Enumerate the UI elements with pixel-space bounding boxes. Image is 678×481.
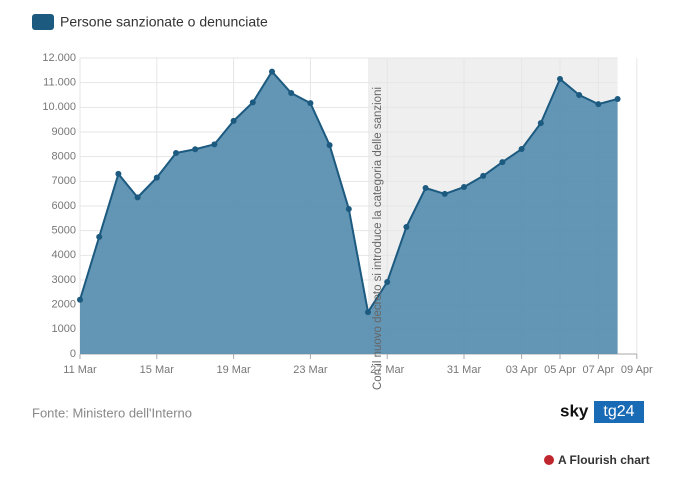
point (576, 92, 583, 98)
x-tick-label: 23 Mar (293, 364, 328, 376)
legend-swatch (32, 14, 54, 30)
point (537, 120, 544, 127)
y-tick-label: 5000 (52, 225, 76, 237)
point (249, 99, 256, 106)
x-tick-label: 05 Apr (544, 364, 576, 376)
point (441, 190, 448, 197)
x-tick-label: 11 Mar (63, 364, 97, 376)
x-tick-label: 07 Apr (582, 364, 614, 376)
point (192, 146, 199, 153)
point (307, 100, 314, 107)
x-tick-label: 27 Mar (370, 364, 405, 376)
logo-box (594, 401, 644, 423)
y-tick-label: 11.000 (43, 77, 76, 89)
source: Fonte: Ministero dell'Interno (32, 405, 192, 420)
point (288, 90, 295, 97)
point (153, 174, 160, 181)
y-tick-label: 12.000 (42, 52, 76, 64)
y-tick-label: 1000 (52, 323, 76, 335)
y-tick-label: 0 (70, 348, 76, 360)
point (403, 223, 410, 230)
credit: A Flourish chart (558, 453, 650, 467)
point (384, 278, 391, 285)
x-tick-label: 31 Mar (447, 364, 482, 376)
x-tick-label: 09 Apr (621, 364, 653, 376)
y-tick-label: 10.000 (42, 101, 76, 113)
point (77, 296, 83, 303)
y-tick-label: 2000 (52, 299, 76, 311)
y-tick-label: 4000 (52, 249, 76, 261)
x-tick-label: 15 Mar (140, 364, 175, 376)
x-tick-label: 03 Apr (506, 364, 538, 376)
point (595, 101, 602, 108)
annotation: Con il nuovo decreto si introduce la cat… (372, 87, 384, 390)
y-tick-label: 7000 (52, 175, 76, 187)
point (173, 149, 179, 156)
point (614, 95, 621, 102)
legend-label: Persone sanzionate o denunciate (60, 14, 268, 30)
y-tick-label: 9000 (52, 126, 76, 138)
point (269, 68, 275, 75)
point (345, 205, 352, 212)
point (211, 141, 218, 148)
point (518, 146, 525, 153)
logo-sky: sky (560, 401, 589, 420)
credit-icon (544, 455, 554, 465)
point (96, 233, 103, 240)
y-tick-label: 3000 (52, 274, 76, 286)
point (499, 159, 506, 166)
x-tick-label: 19 Mar (216, 364, 251, 376)
point (230, 117, 237, 124)
y-tick-label: 8000 (52, 151, 76, 163)
point (480, 172, 487, 179)
point (422, 184, 429, 191)
logo-tg: tg24 (603, 403, 634, 420)
y-tick-label: 6000 (52, 200, 76, 212)
point (115, 170, 122, 177)
point (365, 309, 371, 316)
point (557, 75, 563, 82)
point (461, 184, 467, 191)
point (326, 142, 333, 149)
point (134, 194, 141, 201)
